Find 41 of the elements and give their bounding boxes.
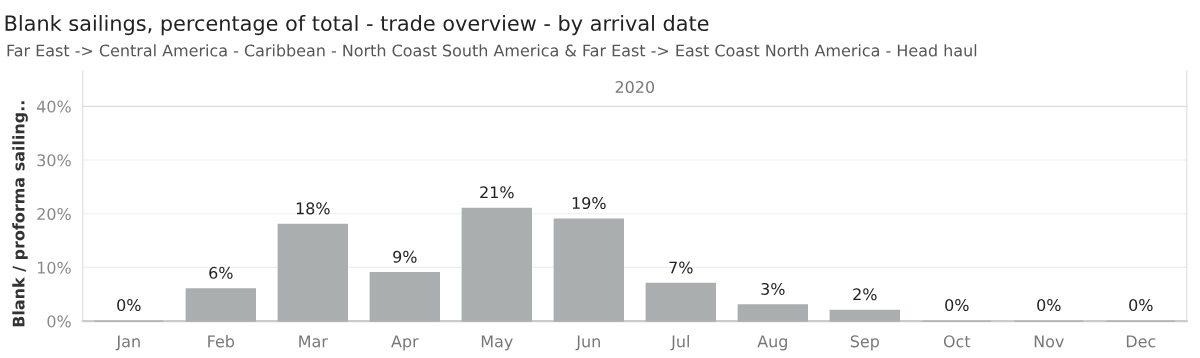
data-label: 2% — [853, 288, 877, 301]
chart-title: Blank sailings, percentage of total - trade overview - by arrival date — [5, 14, 709, 36]
x-tick-label: Jan — [115, 335, 140, 351]
bar — [369, 272, 440, 322]
x-tick-label: Aug — [757, 335, 787, 351]
data-label: 18% — [296, 202, 330, 215]
text: 2020 — [615, 80, 655, 94]
y-tick-label: 10% — [37, 261, 71, 274]
bar — [829, 309, 900, 322]
x-tick-label: May — [481, 335, 513, 351]
x-tick-label: Apr — [391, 335, 419, 351]
bar — [553, 218, 624, 322]
x-tick-label: Mar — [299, 335, 328, 348]
data-label: 6% — [209, 266, 233, 279]
y-tick-label: 40% — [36, 100, 71, 113]
x-tick-label: Feb — [208, 335, 235, 348]
x-tick-label: Sep — [850, 335, 879, 351]
x-tick-label: Nov — [1034, 335, 1064, 348]
x-tick-label: Dec — [1126, 335, 1156, 348]
data-label: 9% — [393, 250, 417, 263]
data-label: 3% — [761, 282, 785, 295]
y-axis-title: Blank / proforma sailing.. — [12, 101, 28, 327]
bar — [737, 304, 808, 322]
data-label: 0% — [1037, 299, 1061, 312]
y-tick-label: 30% — [37, 154, 71, 167]
bar — [461, 207, 532, 322]
data-label: 0% — [117, 299, 141, 312]
y-tick-label: 0% — [47, 315, 71, 328]
chart-subtitle: Far East -> Central America - Caribbean - North Coast South America & Far East -> East Coast North America - Head haul — [7, 44, 977, 57]
y-tick-label: 20% — [37, 207, 71, 221]
data-label: 21% — [480, 186, 514, 199]
x-tick-label: Jun — [575, 335, 600, 351]
bar — [185, 288, 256, 322]
bar — [277, 223, 348, 322]
bar — [645, 282, 716, 322]
x-tick-label: Oct — [943, 335, 971, 348]
data-label: 0% — [1129, 299, 1153, 312]
data-label: 7% — [669, 261, 693, 274]
x-tick-label: Jul — [670, 335, 689, 351]
data-label: 19% — [572, 196, 606, 210]
data-label: 0% — [945, 299, 969, 312]
